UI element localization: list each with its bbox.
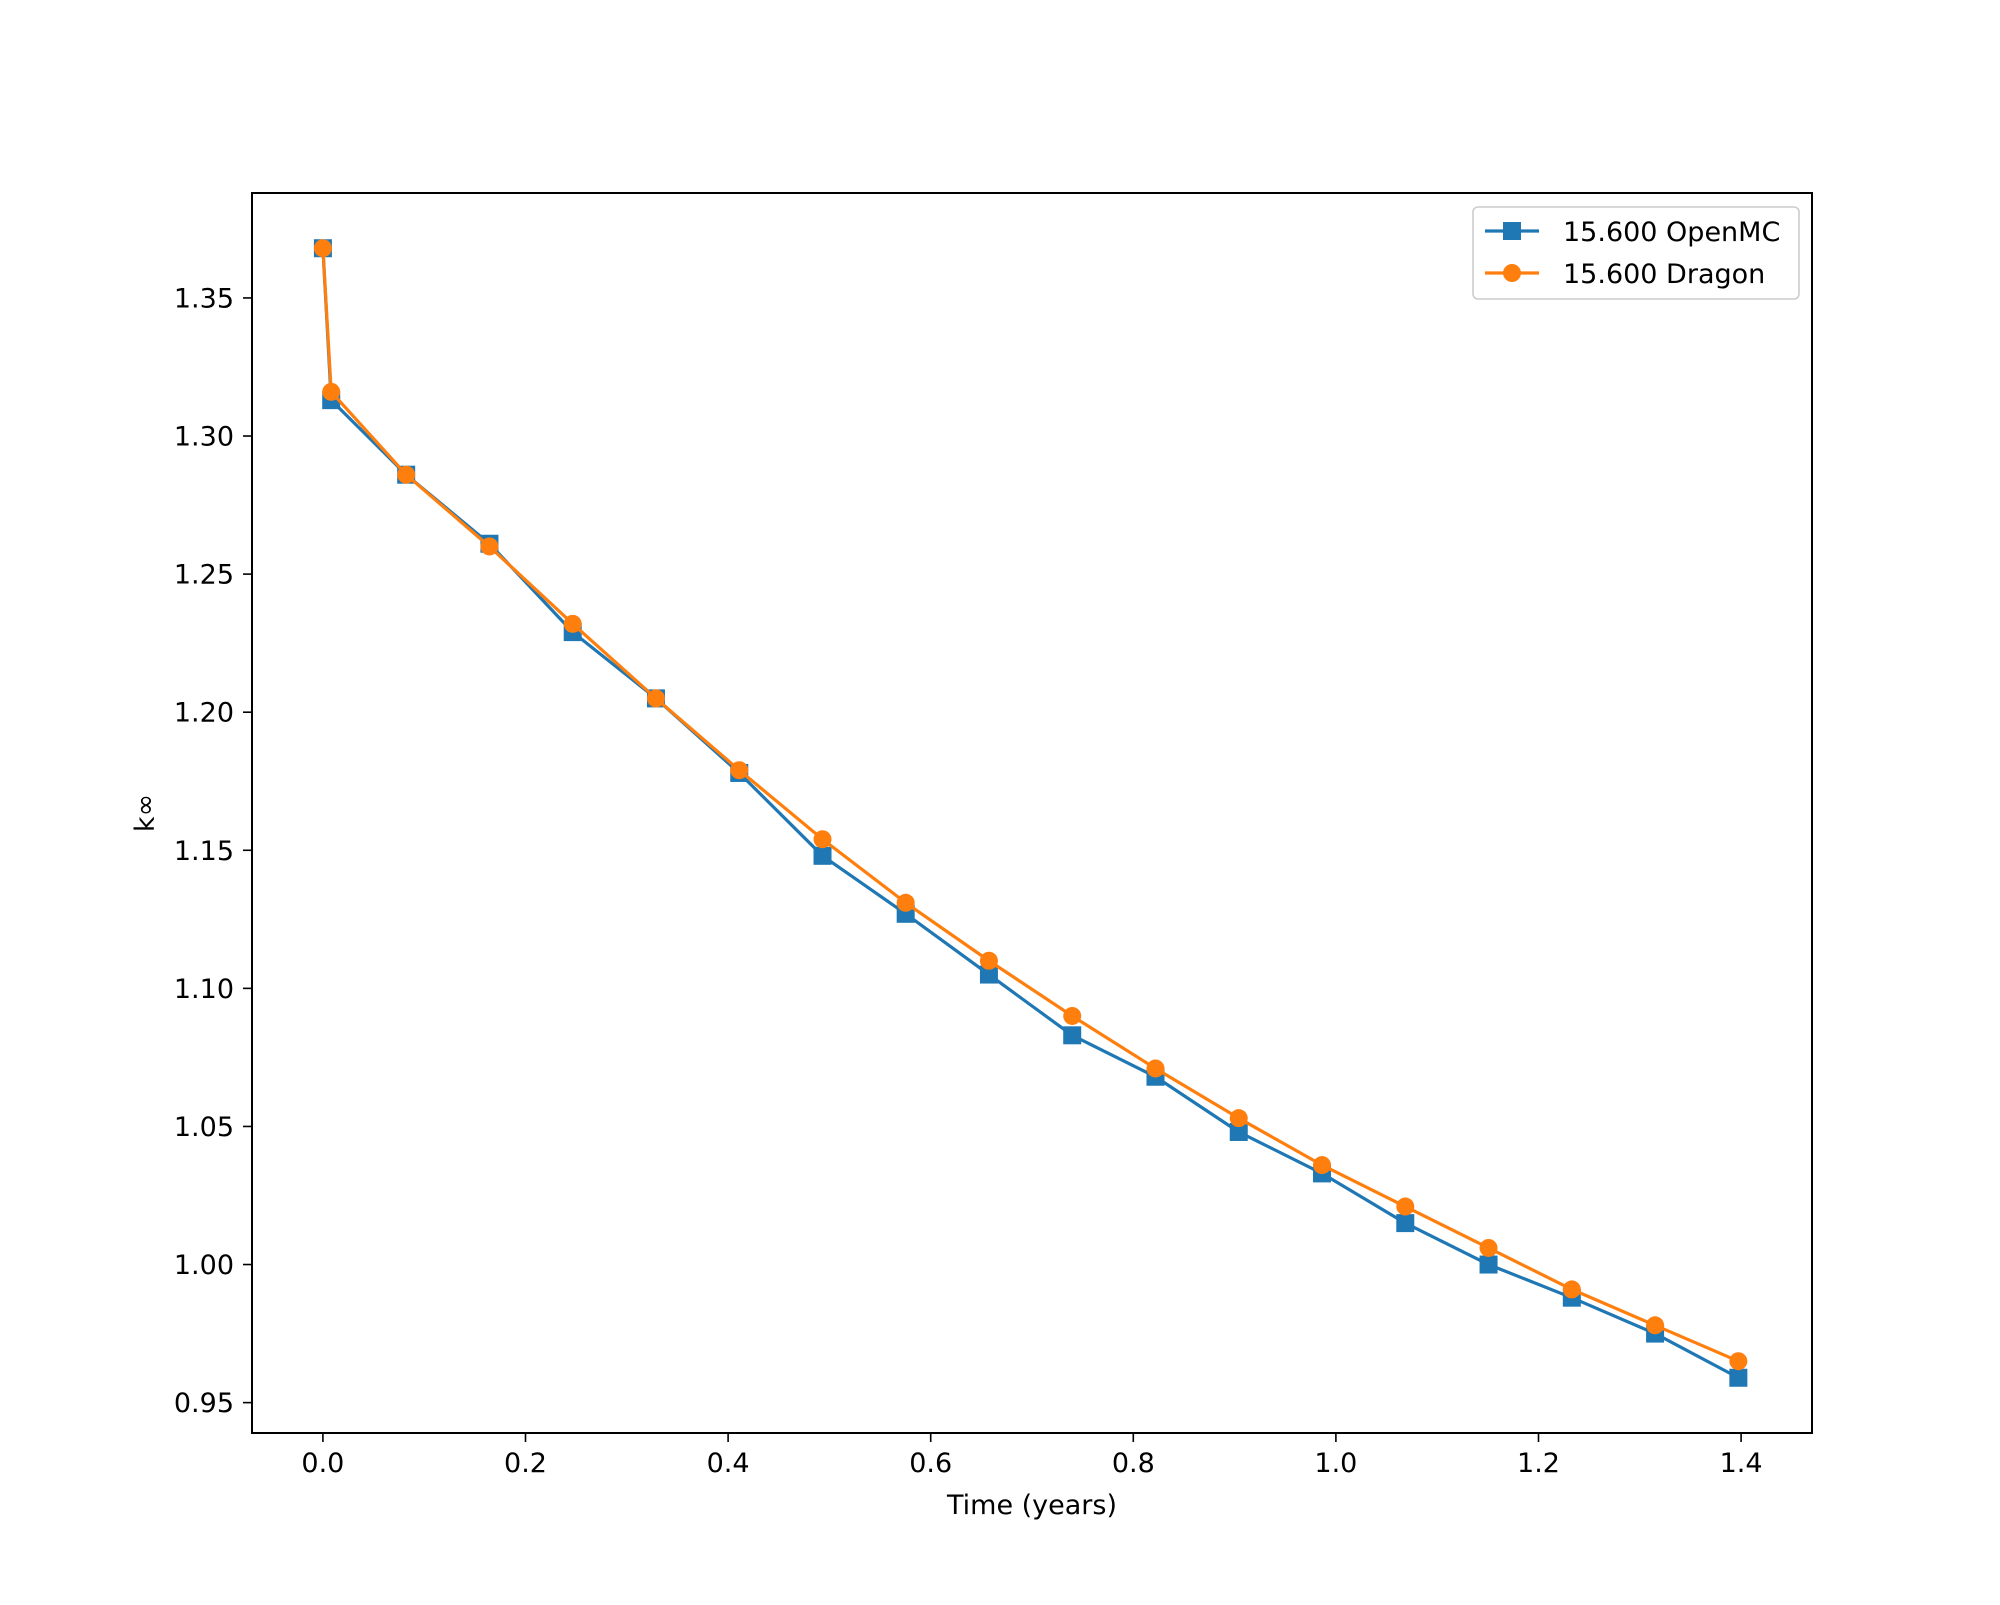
data-point [730, 761, 749, 780]
data-point [1313, 1156, 1332, 1175]
data-point [397, 465, 416, 484]
data-point [1063, 1026, 1082, 1045]
data-point [1479, 1238, 1498, 1257]
data-point [813, 830, 832, 849]
x-tick-label: 0.4 [707, 1448, 750, 1479]
x-tick-label: 0.6 [909, 1448, 952, 1479]
data-point [1396, 1197, 1415, 1216]
y-tick-label: 1.25 [174, 560, 234, 591]
data-point [896, 893, 915, 912]
x-axis: 0.0 0.2 0.4 0.6 0.8 1.0 1.2 1.4 [301, 1433, 1763, 1479]
data-point [979, 965, 998, 984]
x-tick-label: 1.4 [1720, 1448, 1763, 1479]
plot-area-frame [251, 192, 1813, 1434]
x-tick-label: 1.2 [1517, 1448, 1560, 1479]
data-point [646, 689, 665, 708]
data-point [1479, 1255, 1498, 1274]
x-tick-label: 0.2 [504, 1448, 547, 1479]
y-axis-label: k∞ [130, 794, 161, 832]
data-point [979, 951, 998, 970]
y-axis: 0.95 1.00 1.05 1.10 1.15 1.20 1.25 1.30 1.35 [174, 283, 252, 1419]
y-tick-label: 1.35 [174, 283, 234, 314]
data-point [480, 537, 499, 556]
y-tick-label: 1.20 [174, 698, 234, 729]
legend-marker [1503, 222, 1521, 240]
x-axis-label: Time (years) [946, 1490, 1117, 1521]
data-point [313, 239, 332, 258]
data-point [1146, 1059, 1165, 1078]
data-point [1562, 1280, 1581, 1299]
legend-marker [1503, 264, 1521, 282]
data-point [1229, 1122, 1248, 1141]
data-point [1229, 1109, 1248, 1128]
data-point [1729, 1352, 1748, 1371]
y-tick-label: 1.05 [174, 1112, 234, 1143]
legend-box [1472, 206, 1800, 300]
data-point [1646, 1316, 1665, 1335]
y-tick-label: 1.00 [174, 1250, 234, 1281]
legend: 15.600 OpenMC 15.600 Dragon [1472, 206, 1800, 300]
legend-entry: 15.600 Dragon [1485, 259, 1765, 290]
data-point [1396, 1214, 1415, 1233]
data-point [1729, 1368, 1748, 1387]
legend-label: 15.600 Dragon [1563, 259, 1765, 290]
y-tick-label: 1.30 [174, 422, 234, 453]
series-15-600-dragon [313, 239, 1748, 1371]
y-tick-label: 1.10 [174, 974, 234, 1005]
legend-entry: 15.600 OpenMC [1485, 217, 1780, 248]
data-point [563, 614, 582, 633]
y-tick-label: 0.95 [174, 1388, 234, 1419]
plot-series [313, 239, 1748, 1387]
x-tick-label: 1.0 [1314, 1448, 1357, 1479]
data-point [1063, 1006, 1082, 1025]
data-point [322, 382, 341, 401]
y-tick-label: 1.15 [174, 836, 234, 867]
x-tick-label: 0.0 [301, 1448, 344, 1479]
x-tick-label: 0.8 [1112, 1448, 1155, 1479]
legend-label: 15.600 OpenMC [1563, 217, 1780, 248]
data-point [813, 846, 832, 865]
